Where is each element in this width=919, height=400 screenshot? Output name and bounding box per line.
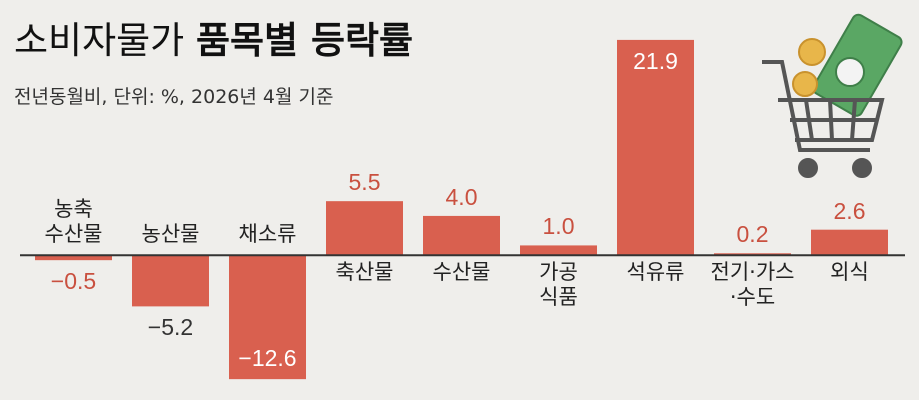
value-label: 4.0 <box>445 183 478 210</box>
cart-icon <box>762 13 903 178</box>
x-tick-label: 수산물 <box>432 260 491 285</box>
x-tick-label: 전기·가스 ·수도 <box>710 260 795 310</box>
bar <box>132 255 209 307</box>
chart-title: 소비자물가 품목별 등락률 <box>14 10 413 64</box>
x-tick-label: 농축 수산물 <box>44 197 103 247</box>
x-tick-label: 가공 식품 <box>539 260 578 310</box>
title-part-bold: 품목별 등락률 <box>195 19 414 62</box>
x-tick-label: 채소류 <box>238 222 297 247</box>
bar <box>423 215 500 256</box>
title-part: 소비자물가 <box>14 19 185 62</box>
bar <box>617 39 694 256</box>
bar <box>520 245 597 256</box>
value-label: −0.5 <box>50 268 97 295</box>
x-tick-label: 석유류 <box>626 260 685 285</box>
chart-subtitle: 전년동월비, 단위: %, 2026년 4월 기준 <box>14 86 334 108</box>
x-tick-label: 농산물 <box>141 222 200 247</box>
value-label: 0.2 <box>736 221 769 248</box>
bar <box>229 255 306 380</box>
value-label: 5.5 <box>348 169 381 196</box>
value-label: 1.0 <box>542 213 575 240</box>
x-tick-label: 축산물 <box>335 260 394 285</box>
bar <box>326 201 403 256</box>
bar <box>811 229 888 256</box>
value-label: −5.2 <box>147 314 194 341</box>
value-label: 2.6 <box>833 197 866 224</box>
bar <box>35 255 112 261</box>
x-tick-label: 외식 <box>830 260 869 285</box>
value-label: 21.9 <box>633 47 678 74</box>
value-label: −12.6 <box>238 345 297 372</box>
